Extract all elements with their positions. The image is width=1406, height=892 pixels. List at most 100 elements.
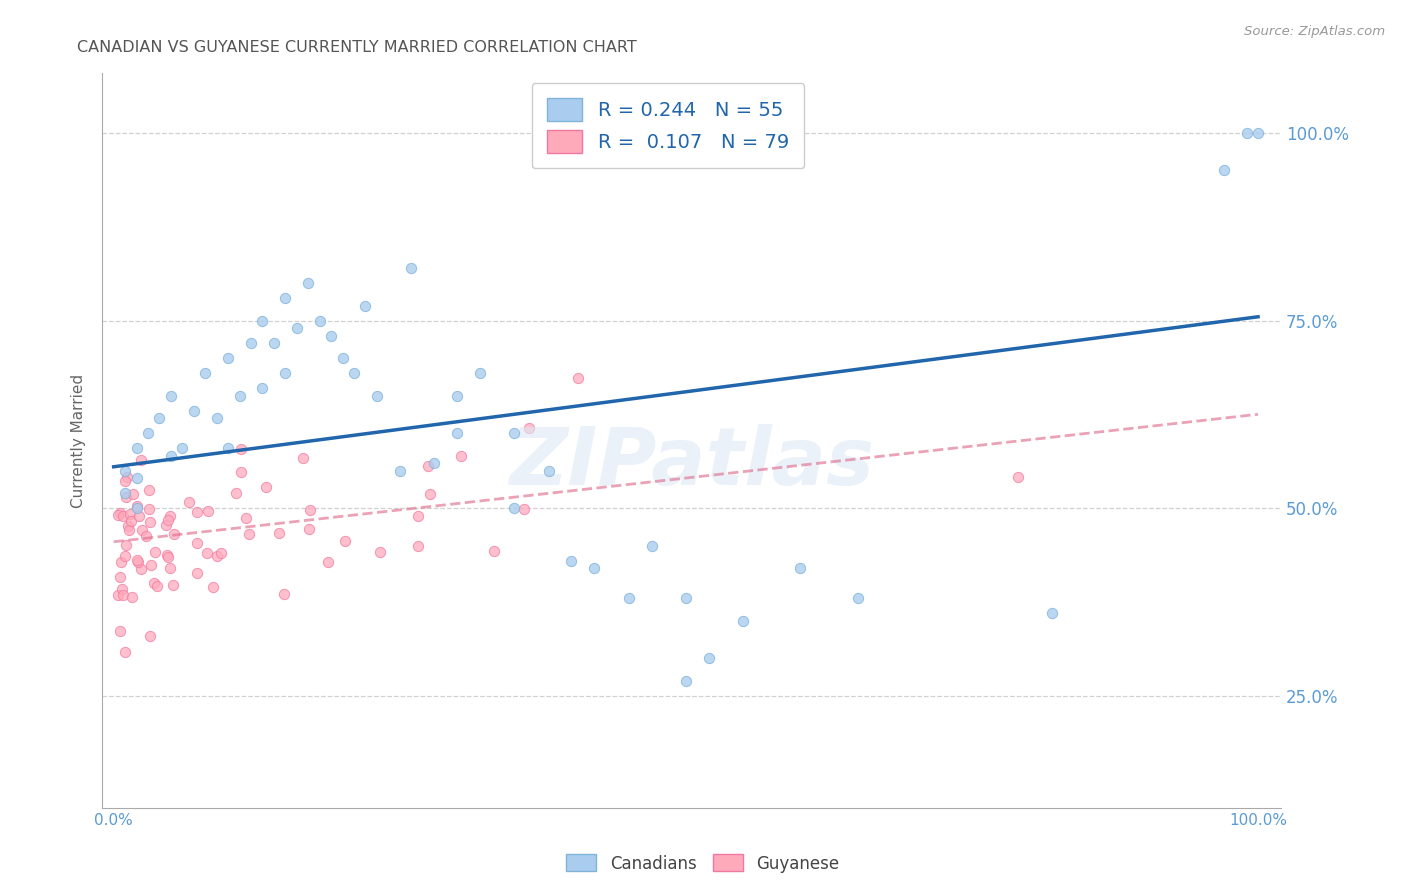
Point: [136, 425, 159, 440]
Point: [186, 505, 208, 519]
Point: [108, 506, 131, 520]
Point: [354, 299, 377, 313]
Point: [229, 465, 252, 479]
Point: [733, 614, 755, 628]
Point: [583, 561, 606, 575]
Point: [468, 366, 491, 380]
Point: [107, 508, 129, 523]
Point: [156, 550, 179, 565]
Legend: R = 0.244   N = 55, R =  0.107   N = 79: R = 0.244 N = 55, R = 0.107 N = 79: [531, 83, 804, 169]
Point: [114, 475, 136, 489]
Point: [254, 480, 277, 494]
Point: [139, 630, 162, 644]
Point: [125, 500, 148, 514]
Y-axis label: Currently Married: Currently Married: [72, 374, 86, 508]
Point: [419, 487, 441, 501]
Point: [252, 381, 274, 395]
Point: [846, 591, 869, 605]
Point: [567, 371, 589, 385]
Point: [142, 576, 165, 591]
Point: [1236, 126, 1258, 140]
Point: [368, 545, 391, 559]
Point: [111, 588, 134, 602]
Point: [128, 508, 150, 523]
Point: [308, 313, 330, 327]
Point: [217, 441, 239, 455]
Point: [112, 508, 135, 523]
Point: [131, 562, 153, 576]
Point: [108, 569, 131, 583]
Point: [197, 504, 219, 518]
Legend: Canadians, Guyanese: Canadians, Guyanese: [560, 847, 846, 880]
Point: [240, 336, 263, 351]
Point: [107, 588, 129, 602]
Point: [217, 351, 239, 365]
Point: [122, 486, 145, 500]
Point: [125, 471, 148, 485]
Point: [160, 388, 183, 402]
Point: [332, 351, 354, 365]
Point: [159, 560, 181, 574]
Point: [298, 522, 321, 536]
Point: [163, 526, 186, 541]
Point: [195, 546, 218, 560]
Point: [120, 507, 142, 521]
Point: [156, 513, 179, 527]
Point: [127, 555, 149, 569]
Point: [388, 464, 411, 478]
Point: [640, 539, 662, 553]
Point: [675, 673, 697, 688]
Point: [156, 548, 179, 562]
Point: [186, 536, 208, 550]
Point: [274, 366, 297, 380]
Point: [238, 527, 260, 541]
Point: [155, 517, 177, 532]
Point: [205, 411, 228, 425]
Point: [482, 544, 505, 558]
Point: [366, 388, 388, 402]
Point: [513, 502, 536, 516]
Point: [446, 388, 468, 402]
Point: [333, 534, 356, 549]
Point: [209, 546, 232, 560]
Point: [162, 578, 184, 592]
Point: [125, 501, 148, 516]
Point: [110, 555, 132, 569]
Point: [560, 553, 582, 567]
Point: [789, 561, 811, 575]
Point: [292, 450, 315, 465]
Point: [139, 558, 162, 573]
Point: [675, 591, 697, 605]
Text: CANADIAN VS GUYANESE CURRENTLY MARRIED CORRELATION CHART: CANADIAN VS GUYANESE CURRENTLY MARRIED C…: [77, 40, 637, 55]
Point: [319, 328, 342, 343]
Point: [274, 291, 297, 305]
Point: [138, 483, 160, 498]
Point: [697, 651, 720, 665]
Point: [139, 515, 162, 529]
Point: [263, 336, 285, 351]
Point: [108, 624, 131, 638]
Point: [406, 509, 429, 524]
Point: [115, 538, 138, 552]
Point: [273, 587, 295, 601]
Point: [252, 313, 274, 327]
Point: [235, 511, 257, 525]
Point: [229, 442, 252, 456]
Point: [160, 449, 183, 463]
Point: [418, 458, 440, 473]
Point: [159, 508, 181, 523]
Point: [120, 514, 142, 528]
Point: [267, 526, 290, 541]
Point: [537, 464, 560, 478]
Text: Source: ZipAtlas.com: Source: ZipAtlas.com: [1244, 25, 1385, 38]
Point: [450, 450, 472, 464]
Point: [148, 411, 170, 425]
Point: [299, 503, 322, 517]
Point: [194, 366, 217, 380]
Point: [225, 485, 247, 500]
Point: [446, 425, 468, 440]
Point: [114, 464, 136, 478]
Point: [131, 524, 153, 538]
Point: [423, 456, 446, 470]
Point: [117, 518, 139, 533]
